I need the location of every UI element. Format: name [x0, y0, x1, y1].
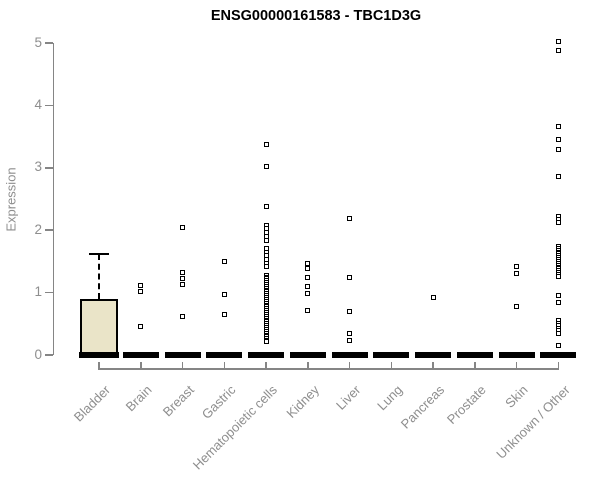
data-point [221, 258, 227, 264]
data-point [555, 292, 561, 298]
zero-bar [206, 352, 243, 358]
y-axis-tick [45, 167, 53, 169]
data-point [305, 266, 311, 272]
data-point [263, 237, 269, 243]
y-axis-tick-label: 2 [34, 221, 42, 237]
x-axis-tick [348, 362, 351, 370]
y-axis-tick [45, 104, 53, 107]
x-axis-tick [181, 362, 184, 370]
data-point [555, 147, 561, 153]
y-axis-tick-label: 5 [34, 34, 42, 50]
x-axis-tick [474, 362, 476, 370]
data-point [347, 275, 352, 281]
x-axis-line [98, 368, 559, 370]
data-point [263, 141, 269, 147]
zero-bar [415, 352, 451, 358]
data-point [555, 174, 561, 180]
data-point [555, 343, 561, 349]
x-axis-tick-label: Breast [159, 382, 197, 420]
data-point [305, 275, 311, 281]
x-axis-tick [140, 362, 142, 370]
y-axis-line [52, 43, 54, 355]
chart-title: ENSG00000161583 - TBC1D3G [210, 8, 422, 24]
x-axis-tick [265, 362, 267, 370]
x-axis-tick [390, 362, 392, 370]
zero-bar [373, 352, 410, 358]
x-axis-tick-label: Bladder [71, 382, 114, 425]
zero-bar [456, 352, 493, 358]
zero-bar [540, 352, 577, 358]
data-point [555, 273, 561, 279]
data-point [180, 276, 185, 282]
data-point [138, 288, 144, 294]
y-axis-tick [45, 229, 53, 231]
x-axis-tick [307, 362, 309, 370]
zero-bar [248, 352, 284, 358]
data-point [555, 220, 561, 226]
x-axis-tick-label: Unknown / Other [492, 382, 573, 462]
zero-bar [498, 352, 535, 358]
x-axis-tick-label: Pancreas [397, 382, 448, 432]
data-point [263, 164, 269, 170]
y-axis-tick-label: 3 [34, 159, 42, 175]
data-point [555, 38, 561, 44]
y-axis-tick [45, 354, 53, 356]
data-point [430, 295, 436, 301]
zero-bar [164, 352, 201, 358]
data-point [514, 271, 519, 277]
data-point [138, 324, 144, 330]
data-point [221, 311, 227, 317]
data-point [263, 339, 269, 345]
median-bar [79, 352, 119, 358]
x-axis-tick-label: Skin [502, 382, 531, 411]
data-point [347, 309, 352, 315]
data-point [555, 300, 561, 306]
data-point [305, 290, 311, 296]
data-point [305, 308, 311, 314]
y-axis-tick-label: 1 [34, 284, 42, 300]
y-axis-tick [45, 42, 53, 44]
data-point [263, 203, 269, 209]
x-axis-tick-label: Lung [374, 382, 406, 414]
data-point [555, 47, 561, 53]
data-point [221, 291, 227, 297]
x-axis-tick-label: Prostate [444, 382, 490, 428]
x-axis-tick [432, 362, 434, 370]
data-point [305, 260, 311, 266]
data-point [138, 282, 144, 288]
data-point [555, 330, 561, 336]
data-point [305, 284, 311, 290]
data-point [514, 303, 519, 309]
x-axis-tick-label: Gastric [198, 382, 239, 422]
whisker [98, 253, 100, 299]
data-point [347, 338, 352, 344]
zero-bar [331, 352, 368, 358]
x-axis-tick [515, 362, 518, 370]
y-axis-tick-label: 4 [34, 96, 42, 112]
x-axis-tick [557, 362, 559, 370]
data-point [180, 224, 185, 230]
box [80, 298, 118, 355]
data-point [180, 313, 185, 319]
data-point [347, 215, 352, 221]
data-point [180, 281, 185, 287]
data-point [347, 331, 352, 337]
data-point [514, 263, 519, 269]
data-point [555, 136, 561, 142]
whisker-cap [89, 252, 109, 256]
zero-bar [289, 352, 326, 358]
x-axis-tick-label: Kidney [283, 382, 323, 421]
x-axis-tick-label: Liver [333, 382, 364, 413]
data-point [180, 270, 185, 276]
data-point [555, 124, 561, 130]
zero-bar [122, 352, 159, 358]
y-axis-tick-label: 0 [34, 346, 42, 362]
x-axis-tick [98, 362, 100, 370]
data-point [263, 263, 269, 269]
y-axis-tick [45, 291, 53, 294]
x-axis-tick-label: Brain [122, 382, 156, 415]
x-axis-tick [223, 362, 225, 370]
